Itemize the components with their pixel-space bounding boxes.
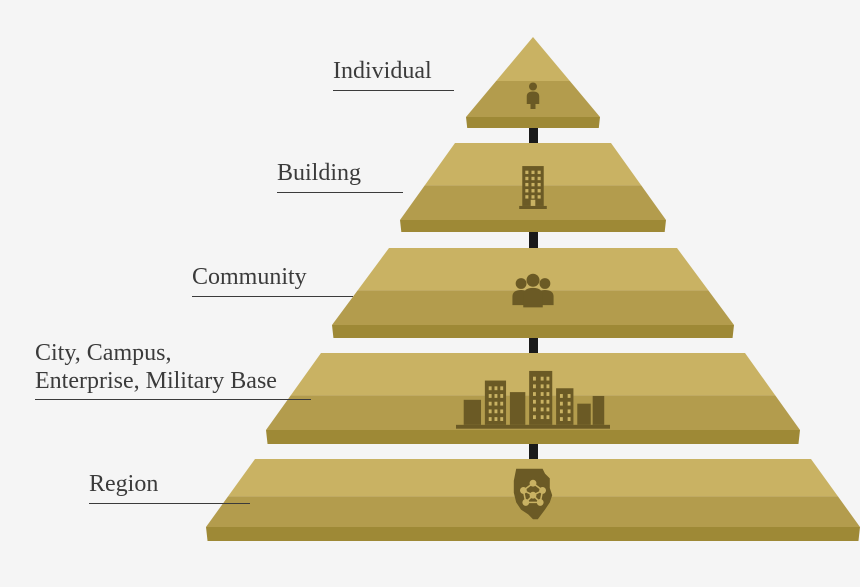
group-icon-wrap	[507, 269, 559, 311]
label-region: Region	[89, 471, 250, 504]
connector-pole	[529, 128, 538, 143]
label-individual: Individual	[333, 58, 454, 91]
connector-pole	[529, 338, 538, 353]
person-icon	[518, 79, 548, 109]
pyramid-layer-building	[0, 143, 860, 234]
pyramid-layer-community	[0, 248, 860, 340]
person-icon-wrap	[518, 79, 548, 109]
label-city: City, Campus, Enterprise, Military Base	[35, 340, 311, 400]
region-icon-wrap	[509, 466, 557, 521]
skyline-icon-wrap	[456, 360, 610, 430]
building-icon	[510, 163, 556, 209]
building-icon-wrap	[510, 163, 556, 209]
label-building: Building	[277, 160, 403, 193]
group-icon	[507, 269, 559, 311]
label-community: Community	[192, 264, 353, 297]
connector-pole	[529, 232, 538, 248]
connector-pole	[529, 444, 538, 459]
region-icon	[509, 466, 557, 521]
skyline-icon	[456, 360, 610, 430]
